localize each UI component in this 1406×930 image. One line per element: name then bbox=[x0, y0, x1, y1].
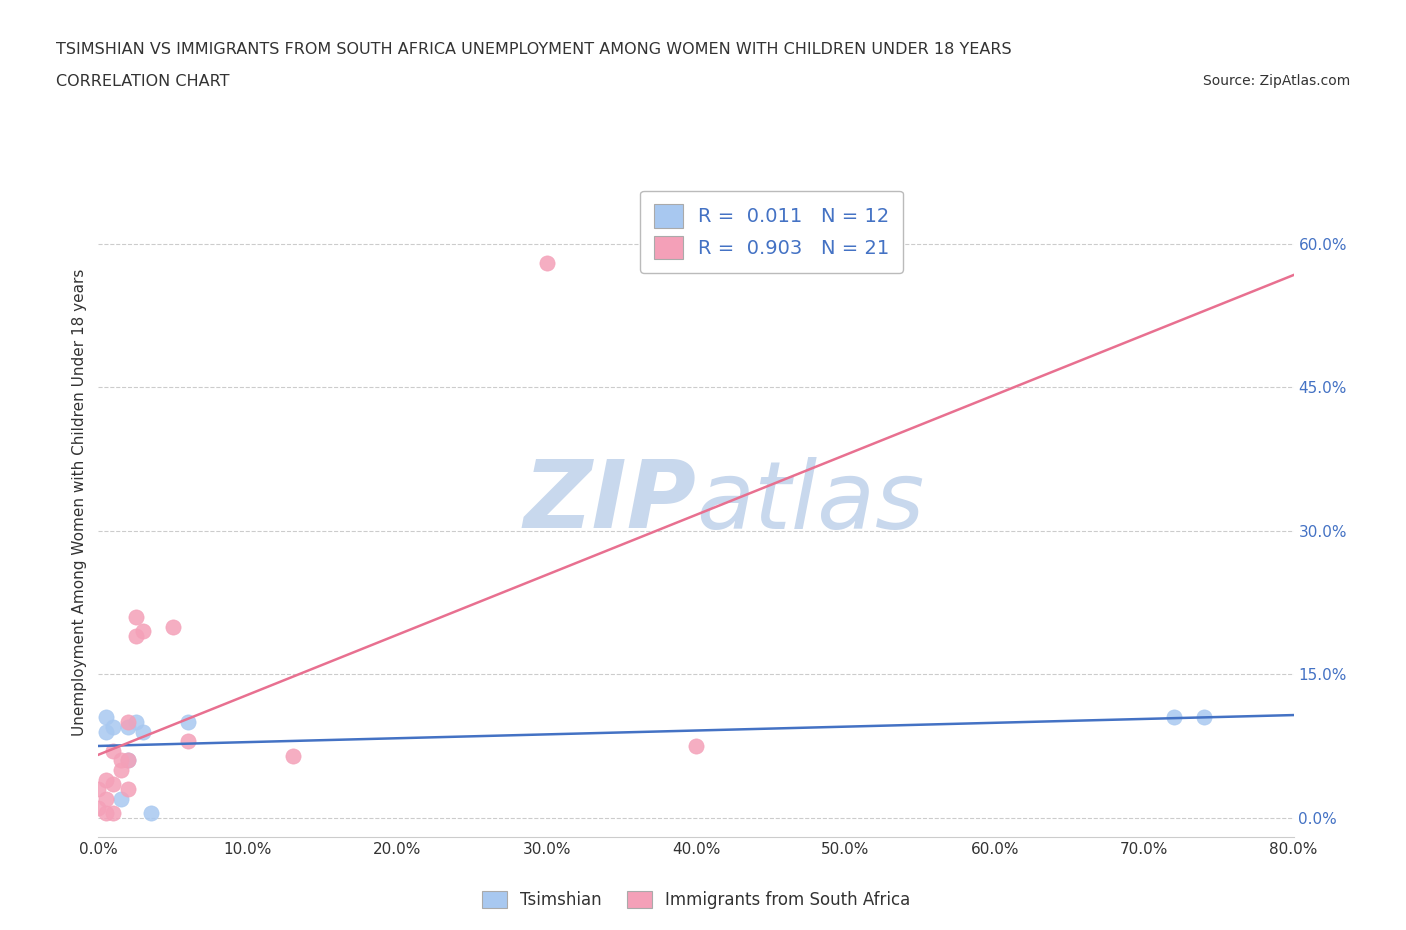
Point bbox=[281, 749, 304, 764]
Text: CORRELATION CHART: CORRELATION CHART bbox=[56, 74, 229, 89]
Point bbox=[1163, 710, 1185, 724]
Point bbox=[125, 629, 148, 644]
Point bbox=[117, 715, 139, 730]
Point bbox=[103, 720, 125, 735]
Point bbox=[117, 753, 139, 768]
Point bbox=[125, 715, 148, 730]
Point bbox=[94, 805, 117, 820]
Point bbox=[94, 791, 117, 806]
Point bbox=[103, 777, 125, 791]
Point bbox=[103, 805, 125, 820]
Text: Source: ZipAtlas.com: Source: ZipAtlas.com bbox=[1202, 74, 1350, 88]
Point bbox=[536, 256, 558, 271]
Point bbox=[87, 782, 110, 797]
Point bbox=[685, 738, 707, 753]
Legend: Tsimshian, Immigrants from South Africa: Tsimshian, Immigrants from South Africa bbox=[475, 884, 917, 916]
Point bbox=[117, 782, 139, 797]
Point bbox=[162, 619, 184, 634]
Point bbox=[110, 791, 132, 806]
Text: TSIMSHIAN VS IMMIGRANTS FROM SOUTH AFRICA UNEMPLOYMENT AMONG WOMEN WITH CHILDREN: TSIMSHIAN VS IMMIGRANTS FROM SOUTH AFRIC… bbox=[56, 42, 1012, 57]
Point bbox=[117, 753, 139, 768]
Point bbox=[139, 805, 162, 820]
Point bbox=[125, 609, 148, 624]
Point bbox=[177, 715, 200, 730]
Point bbox=[110, 763, 132, 777]
Point bbox=[94, 710, 117, 724]
Text: ZIP: ZIP bbox=[523, 457, 696, 548]
Point bbox=[103, 743, 125, 758]
Point bbox=[110, 753, 132, 768]
Point bbox=[117, 720, 139, 735]
Point bbox=[87, 801, 110, 816]
Text: atlas: atlas bbox=[696, 457, 924, 548]
Point bbox=[94, 724, 117, 739]
Point bbox=[94, 772, 117, 787]
Point bbox=[132, 624, 155, 639]
Point bbox=[177, 734, 200, 749]
Y-axis label: Unemployment Among Women with Children Under 18 years: Unemployment Among Women with Children U… bbox=[72, 269, 87, 736]
Point bbox=[1192, 710, 1215, 724]
Point bbox=[132, 724, 155, 739]
